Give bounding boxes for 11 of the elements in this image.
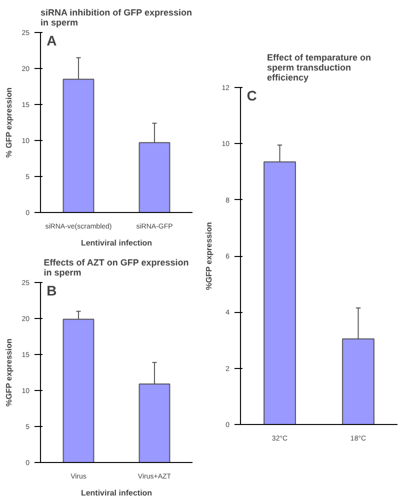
annotation: C [246, 88, 257, 104]
y-axis-title: %GFP expression [4, 338, 14, 407]
annotation: B [46, 282, 57, 298]
annotation: A [46, 32, 57, 48]
chart-title: Effects of AZT on GFP expression in sperm [44, 258, 189, 278]
y-axis-title: % GFP expression [4, 87, 14, 158]
chart-title: siRNA inhibition of GFP expression in sperm [40, 8, 192, 28]
x-axis-title: Lentiviral infection [80, 238, 152, 248]
chart-title: Effect of temparature on sperm transduction efficiency [266, 52, 372, 82]
y-axis-title: %GFP expression [204, 222, 214, 290]
x-axis-title: Lentiviral infection [80, 488, 152, 498]
